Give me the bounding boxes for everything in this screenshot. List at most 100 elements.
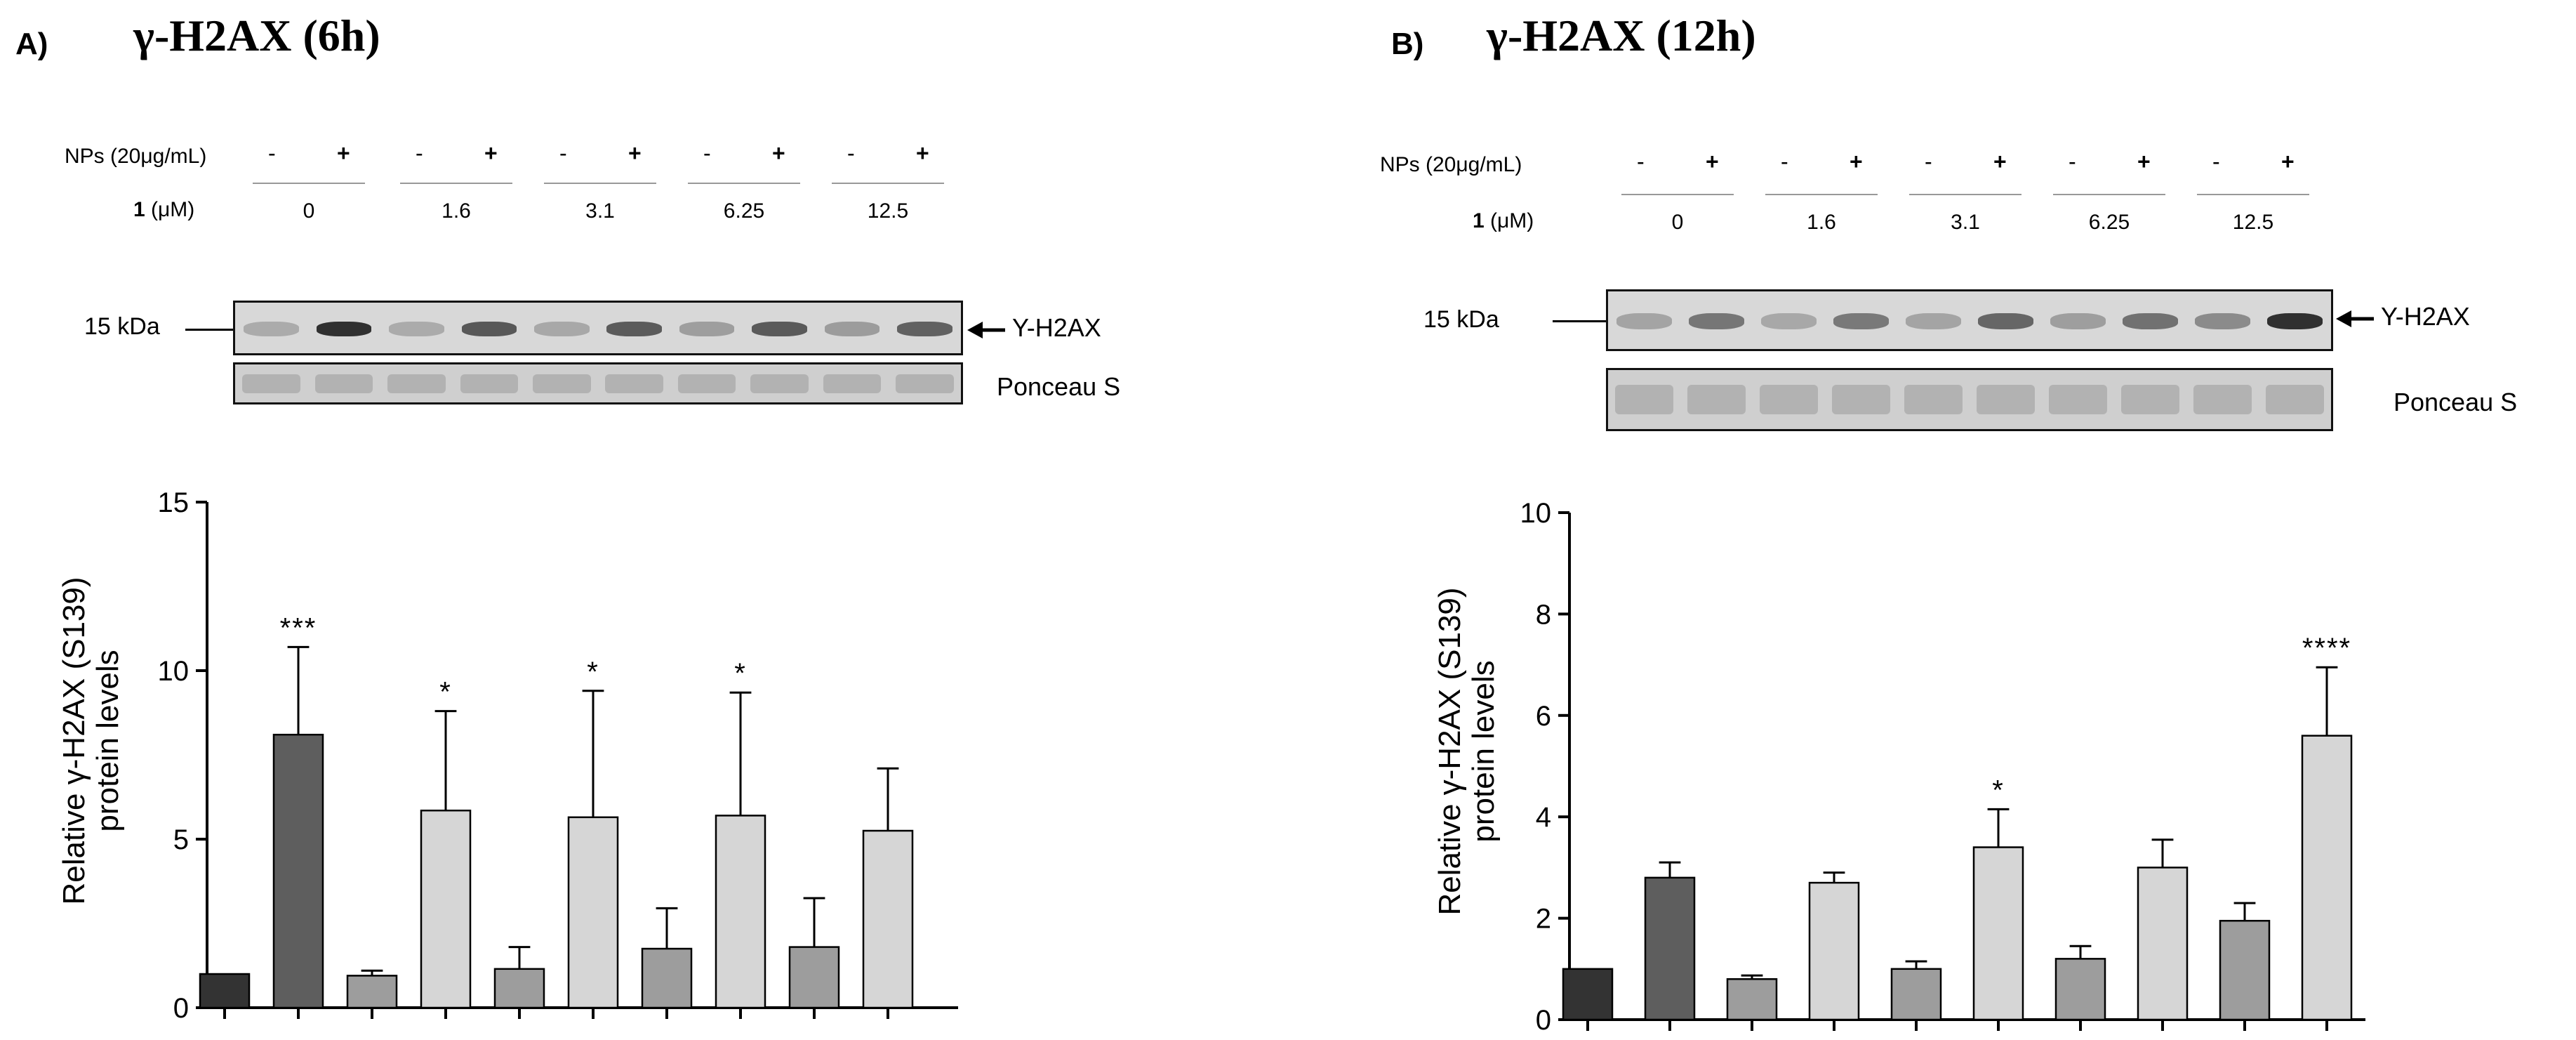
bar: [1972, 846, 2024, 1021]
loading-label: Ponceau S: [2394, 388, 2518, 416]
concentration-label: 0: [1671, 211, 1684, 234]
gamma-h2ax-blot: [1606, 289, 2333, 351]
y-axis-label-2: protein levels: [1466, 660, 1501, 842]
y-tick-label: 15: [158, 487, 190, 518]
bar: [788, 946, 840, 1009]
blot-band: [606, 322, 662, 336]
minus-sign: -: [1925, 149, 1932, 174]
lane-underline: [2053, 194, 2165, 195]
plus-sign: +: [484, 140, 498, 166]
blot-band: [2267, 313, 2323, 330]
plus-sign: +: [628, 140, 642, 166]
ponceau-band: [823, 374, 882, 393]
significance-label: *: [587, 657, 599, 687]
blot-band: [897, 322, 952, 336]
gamma-h2ax-blot: [233, 301, 963, 355]
y-tick-label: 4: [1536, 802, 1551, 833]
compound-number: 1: [1473, 209, 1485, 232]
y-tick-label: 10: [158, 656, 190, 687]
ponceau-band: [1615, 385, 1673, 414]
bar-chart-6h: Relative γ-H2AX (S139) protein levels 0 5…: [57, 487, 958, 1024]
compound-unit: (μM): [1490, 209, 1534, 232]
bar: [567, 816, 619, 1009]
arrow-icon: [2336, 310, 2374, 327]
y-axis-label: Relative γ-H2AX (S139): [57, 577, 91, 904]
compound-unit: (μM): [151, 198, 195, 221]
bar: [2219, 919, 2271, 1021]
ponceau-band: [895, 374, 954, 393]
bar: [641, 947, 693, 1009]
ponceau-band: [387, 374, 446, 393]
ponceau-blot: [233, 362, 963, 404]
blot-band: [2123, 313, 2178, 330]
plus-sign: +: [916, 140, 929, 166]
ponceau-band: [1832, 385, 1890, 414]
compound-number: 1: [133, 198, 145, 221]
lane-underline: [688, 183, 800, 184]
marker-tick: [1553, 320, 1606, 322]
y-tick-label: 8: [1536, 599, 1551, 630]
blot-band: [2050, 313, 2106, 330]
bar: [1726, 978, 1778, 1021]
marker-tick: [185, 329, 233, 331]
y-tick-label: 5: [173, 824, 189, 855]
blot-band: [244, 322, 299, 336]
bar: [272, 733, 324, 1009]
lane-underline: [2197, 194, 2309, 195]
bar: [199, 973, 251, 1009]
marker-label: 15 kDa: [1423, 306, 1499, 333]
blot-band: [1616, 313, 1672, 330]
loading-label: Ponceau S: [997, 372, 1121, 401]
bar: [346, 975, 398, 1009]
plus-sign: +: [2137, 149, 2151, 174]
y-tick-label: 10: [1520, 498, 1552, 529]
panel-title: γ-H2AX (6h): [133, 11, 380, 60]
bar: [420, 809, 472, 1009]
minus-sign: -: [268, 140, 276, 166]
significance-label: *: [1992, 775, 2005, 805]
bar: [1808, 881, 1860, 1021]
lane-underline: [1621, 194, 1734, 195]
concentration-label: 6.25: [2088, 211, 2130, 234]
plus-sign: +: [1993, 149, 2007, 174]
concentration-label: 1.6: [441, 199, 471, 223]
significance-label: *: [439, 677, 452, 708]
blot-band: [534, 322, 590, 336]
ponceau-band: [460, 374, 519, 393]
blot-band: [389, 322, 444, 336]
minus-sign: -: [559, 140, 567, 166]
blot-band: [1978, 313, 2033, 330]
lane-underline: [544, 183, 656, 184]
blot-band: [1761, 313, 1817, 330]
plus-sign: +: [2281, 149, 2295, 174]
ponceau-band: [242, 374, 301, 393]
ponceau-band: [2049, 385, 2107, 414]
arrow-icon: [967, 322, 1005, 338]
concentration-label: 12.5: [867, 199, 909, 223]
blot-band: [824, 322, 880, 336]
significance-label: *: [734, 658, 747, 689]
blot-band: [1906, 313, 1961, 330]
bar: [2301, 735, 2353, 1021]
ponceau-band: [314, 374, 373, 393]
compound-label: 1 (μM): [1473, 209, 1534, 233]
plus-sign: +: [337, 140, 350, 166]
bar: [2054, 958, 2106, 1021]
ponceau-band: [750, 374, 809, 393]
ponceau-band: [1904, 385, 1963, 414]
ponceau-band: [1977, 385, 2035, 414]
concentration-label: 1.6: [1807, 211, 1836, 234]
lane-underline: [1909, 194, 2021, 195]
bar-chart-12h: Relative γ-H2AX (S139) protein levels 0 2…: [1433, 498, 2365, 1032]
marker-label: 15 kDa: [84, 313, 160, 340]
concentration-label: 12.5: [2232, 211, 2274, 234]
minus-sign: -: [2212, 149, 2220, 174]
significance-label: ****: [2302, 633, 2351, 664]
minus-sign: -: [416, 140, 423, 166]
ponceau-band: [532, 374, 591, 393]
lane-underline: [400, 183, 512, 184]
minus-sign: -: [1637, 149, 1645, 174]
y-tick-label: 0: [173, 993, 189, 1024]
significance-label: ***: [280, 612, 317, 643]
bar: [715, 815, 766, 1009]
